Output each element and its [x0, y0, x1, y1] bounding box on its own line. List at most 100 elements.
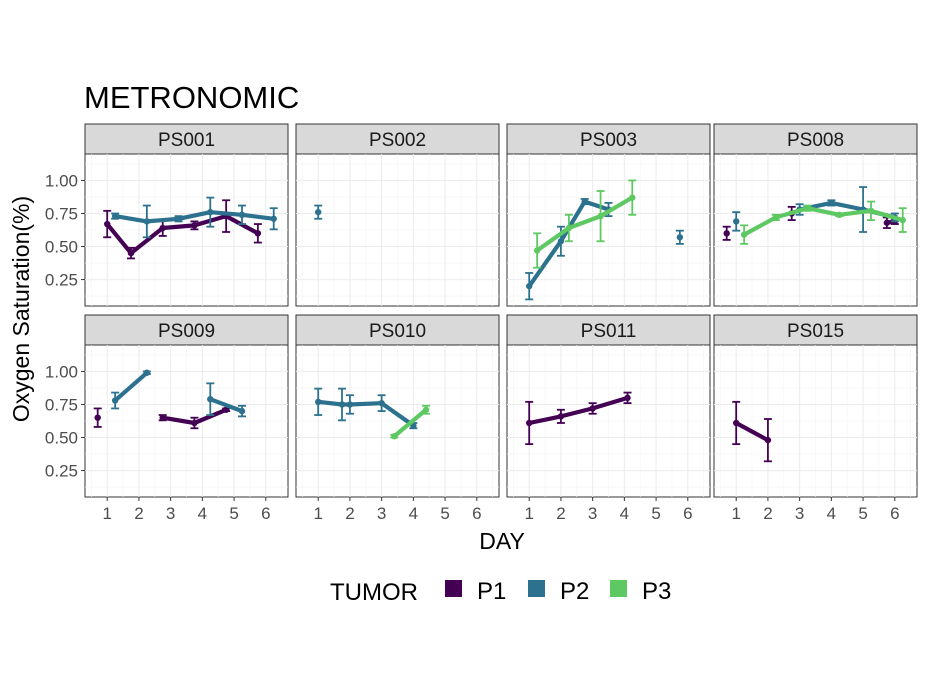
facet-panel: PS015 1 2 3 4 5 6 [713, 314, 918, 523]
data-point [378, 399, 385, 407]
x-tick-label: 1 [731, 504, 740, 523]
legend-item-p3: P3 [610, 578, 671, 605]
series-p3 [390, 404, 431, 440]
data-point [111, 212, 119, 220]
legend-item-p2: P2 [528, 578, 589, 605]
legend-title: TUMOR [330, 579, 418, 606]
data-point [589, 405, 596, 412]
x-tick-label: 1 [102, 504, 111, 523]
data-point [315, 398, 322, 406]
legend-swatch [528, 580, 545, 597]
data-point [526, 282, 533, 290]
data-point [422, 406, 430, 413]
series-p2 [111, 196, 278, 239]
data-point [207, 208, 214, 216]
panel-grid [714, 154, 917, 306]
x-tick-label: 2 [556, 504, 565, 523]
data-point [111, 397, 119, 404]
data-point [207, 395, 214, 403]
panel-grid [507, 154, 710, 306]
x-tick-label: 4 [198, 504, 207, 523]
x-tick-label: 5 [440, 504, 449, 523]
x-tick-label: 2 [134, 504, 143, 523]
data-point [104, 220, 111, 228]
data-point [127, 249, 135, 257]
data-point [557, 413, 565, 420]
x-tick-label: 5 [651, 504, 660, 523]
data-point [772, 214, 780, 221]
x-tick-label: 3 [795, 504, 804, 523]
chart-title: METRONOMIC [84, 80, 299, 115]
facet-panels: PS001 0.25 0.50 0.75 1.00 PS002 PS003 PS008 PS00… [45, 123, 918, 523]
panel-grid [714, 345, 917, 497]
series-line [112, 370, 149, 403]
facet-strip [295, 314, 500, 346]
data-point [836, 211, 843, 218]
series-p1 [732, 400, 772, 463]
x-tick-label: 6 [683, 504, 692, 523]
data-point [581, 198, 588, 205]
x-tick-label: 1 [524, 504, 533, 523]
facet-strip-label: PS011 [581, 321, 637, 342]
y-tick-label: 1.00 [45, 171, 78, 190]
data-point [597, 212, 604, 220]
data-point [391, 433, 398, 440]
legend-swatch [445, 580, 462, 597]
data-point [222, 406, 230, 413]
facet-panel: PS002 [295, 123, 500, 307]
y-tick-label: 0.50 [45, 429, 78, 448]
legend-label: P3 [642, 578, 671, 605]
data-point [143, 369, 151, 376]
series-line [527, 199, 611, 289]
data-point [764, 436, 772, 444]
facet-strip [713, 314, 918, 346]
data-point [733, 218, 740, 225]
series-p3 [533, 179, 637, 269]
series-line [534, 195, 635, 253]
x-tick-label: 5 [229, 504, 238, 523]
facet-strip [295, 123, 500, 155]
x-tick-label: 4 [827, 504, 836, 523]
facet-strip-label: PS002 [369, 130, 426, 151]
data-point [899, 216, 906, 224]
legend: TUMOR P1 P2 P3 [330, 578, 671, 606]
facet-strip [713, 123, 918, 155]
data-point [238, 211, 246, 218]
facet-strip [506, 314, 711, 346]
data-point [191, 419, 198, 427]
series-line [112, 210, 276, 224]
data-point [557, 238, 565, 245]
data-point [676, 234, 684, 241]
series-line [734, 420, 771, 443]
x-tick-label: 2 [763, 504, 772, 523]
facet-panel: PS010 1 2 3 4 5 6 [295, 314, 500, 523]
facet-strip-label: PS009 [158, 321, 215, 342]
y-axis-title: Oxygen Saturation(%) [8, 196, 34, 422]
facet-strip [506, 123, 711, 155]
data-point [270, 215, 277, 222]
legend-label: P2 [560, 578, 589, 605]
legend-label: P1 [477, 578, 506, 605]
series-p3 [740, 200, 907, 245]
data-point [533, 247, 541, 254]
facet-strip-label: PS001 [158, 130, 215, 151]
y-tick-label: 1.00 [45, 362, 78, 381]
series-p2 [111, 369, 247, 418]
legend-swatch [610, 580, 627, 597]
facet-panel: PS011 1 2 3 4 5 6 [506, 314, 711, 523]
data-point [338, 401, 346, 408]
legend-item-p1: P1 [445, 578, 506, 605]
x-tick-label: 2 [345, 504, 354, 523]
series-p1 [103, 199, 262, 260]
facet-strip-label: PS003 [580, 130, 637, 151]
y-tick-label: 0.75 [45, 395, 78, 414]
data-point [867, 207, 875, 215]
series-p1 [93, 406, 231, 430]
x-tick-label: 5 [858, 504, 867, 523]
x-tick-label: 1 [313, 504, 322, 523]
data-point [238, 407, 246, 415]
series-p2 [314, 204, 323, 220]
x-tick-label: 6 [261, 504, 270, 523]
facet-strip-label: PS015 [787, 321, 844, 342]
